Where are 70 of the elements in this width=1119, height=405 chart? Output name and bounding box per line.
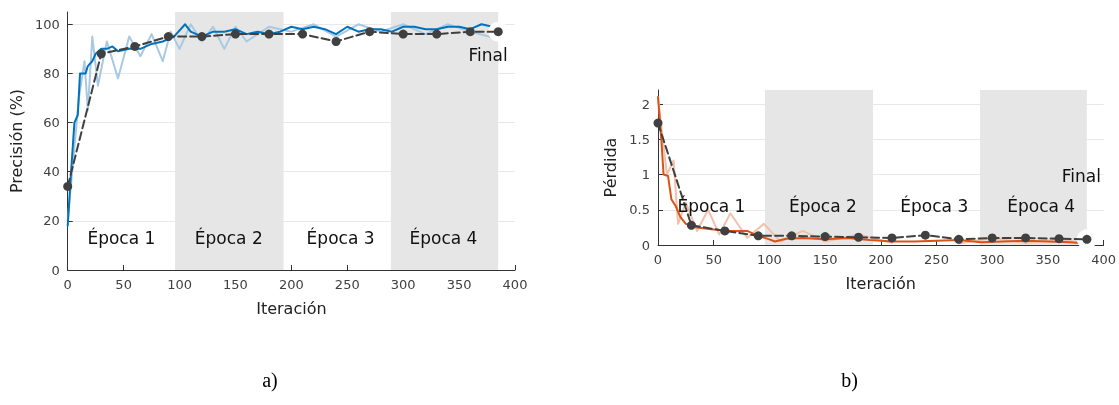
y-tick-label: 40 [43, 164, 60, 180]
x-axis-title: Iteración [256, 298, 327, 318]
x-axis-title: Iteración [845, 273, 916, 293]
y-tick-label: 2 [641, 96, 650, 112]
point [331, 36, 341, 46]
y-tick-label: 80 [43, 65, 60, 81]
y-tick-label: 60 [43, 115, 60, 131]
point [920, 230, 930, 240]
y-tick-label: 20 [43, 213, 60, 229]
point [163, 32, 173, 42]
annotation: Final [1061, 166, 1101, 187]
annotation: Época 3 [900, 194, 969, 216]
point [96, 49, 106, 59]
x-tick-label: 200 [278, 277, 304, 292]
annotation: Época 2 [194, 227, 263, 249]
point [432, 29, 442, 39]
text: b) [841, 369, 858, 392]
point [753, 231, 763, 241]
x-tick-label: 300 [979, 252, 1005, 267]
x-tick-label: 300 [390, 277, 416, 292]
point [987, 233, 997, 243]
x-tick-label: 0 [653, 252, 663, 267]
point [365, 27, 375, 37]
annotation: Época 4 [1007, 194, 1076, 216]
x-tick-label: 350 [446, 277, 472, 292]
x-tick-label: 200 [868, 252, 894, 267]
x-tick-label: 350 [1035, 252, 1061, 267]
y-tick-label: 1 [641, 167, 650, 183]
y-tick-label: 0 [51, 262, 60, 278]
point [130, 41, 140, 51]
point [264, 29, 274, 39]
point [854, 232, 864, 242]
annotation: Época 4 [409, 227, 478, 249]
point [1054, 234, 1064, 244]
y-tick-label: 0.5 [629, 202, 650, 218]
x-tick-label: 250 [924, 252, 949, 267]
y-tick-label: 1.5 [629, 131, 650, 147]
point [298, 29, 308, 39]
point [720, 226, 730, 236]
point [63, 181, 73, 191]
y-tick-label: 100 [34, 16, 60, 32]
point [820, 232, 830, 242]
annotation: Época 2 [788, 194, 857, 216]
point [686, 220, 696, 230]
point [398, 29, 408, 39]
x-tick-label: 400 [1091, 252, 1117, 267]
x-tick-label: 50 [115, 277, 132, 292]
x-tick-label: 400 [502, 277, 528, 292]
point [653, 118, 663, 128]
point [1021, 233, 1031, 243]
point [230, 29, 240, 39]
annotation: Época 3 [306, 227, 375, 249]
x-tick-label: 250 [334, 277, 360, 292]
annotation: Época 1 [87, 227, 156, 249]
y-tick-label: 0 [641, 237, 650, 253]
point [887, 233, 897, 243]
y-axis-title: Precisión (%) [6, 88, 26, 194]
text: a) [262, 369, 278, 392]
x-tick-label: 50 [705, 252, 722, 267]
point [787, 231, 797, 241]
annotation: Final [468, 45, 508, 66]
y-axis-title: Pérdida [600, 137, 620, 198]
x-tick-label: 0 [63, 277, 72, 292]
point [197, 32, 207, 42]
x-tick-label: 150 [812, 252, 838, 267]
point [465, 27, 475, 37]
x-tick-label: 100 [167, 277, 192, 292]
x-tick-label: 100 [756, 252, 782, 267]
point [954, 234, 964, 244]
x-tick-label: 150 [223, 277, 248, 292]
